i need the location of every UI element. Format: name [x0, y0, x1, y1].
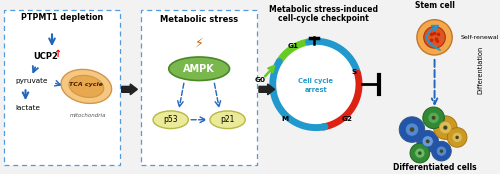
Text: UCP2: UCP2 — [34, 53, 58, 61]
Text: AMPK: AMPK — [184, 64, 215, 74]
Circle shape — [399, 117, 424, 142]
Text: Differentiated cells: Differentiated cells — [392, 163, 476, 172]
Circle shape — [434, 116, 457, 139]
Bar — [4, 10, 119, 165]
Circle shape — [430, 38, 434, 42]
Text: ↑: ↑ — [53, 49, 61, 59]
Circle shape — [432, 116, 436, 120]
Text: pyruvate: pyruvate — [16, 78, 48, 84]
Text: G2: G2 — [342, 116, 352, 122]
Ellipse shape — [69, 75, 104, 97]
Text: G0: G0 — [255, 77, 266, 83]
Text: Differentiation: Differentiation — [478, 46, 484, 94]
Text: Metabolic stress-induced: Metabolic stress-induced — [269, 5, 378, 14]
Circle shape — [448, 128, 467, 147]
Text: arrest: arrest — [304, 87, 327, 93]
Circle shape — [410, 127, 414, 132]
Ellipse shape — [61, 69, 112, 103]
Circle shape — [410, 143, 430, 163]
Ellipse shape — [153, 111, 188, 129]
Circle shape — [422, 136, 434, 147]
Circle shape — [414, 148, 425, 158]
Circle shape — [417, 130, 438, 152]
Circle shape — [417, 20, 452, 55]
Circle shape — [440, 149, 443, 153]
Text: p21: p21 — [220, 115, 235, 124]
Circle shape — [424, 27, 446, 48]
Circle shape — [430, 33, 434, 36]
Text: PTPMT1 depletion: PTPMT1 depletion — [20, 13, 103, 22]
Circle shape — [426, 139, 430, 143]
Circle shape — [439, 121, 452, 134]
Text: S: S — [351, 69, 356, 75]
Circle shape — [436, 33, 440, 36]
Text: TCA cycle: TCA cycle — [70, 82, 103, 87]
Text: Cell cycle: Cell cycle — [298, 78, 334, 85]
Circle shape — [436, 39, 440, 43]
Circle shape — [418, 151, 422, 155]
Ellipse shape — [210, 111, 245, 129]
Circle shape — [406, 123, 418, 136]
Text: Metabolic stress: Metabolic stress — [160, 15, 238, 24]
Bar — [142, 10, 257, 165]
Circle shape — [435, 38, 438, 41]
Circle shape — [456, 136, 459, 139]
Text: ⚡: ⚡ — [195, 37, 203, 50]
Text: cell-cycle checkpoint: cell-cycle checkpoint — [278, 14, 369, 23]
Text: lactate: lactate — [16, 105, 40, 111]
Text: mitochondria: mitochondria — [70, 113, 106, 118]
Circle shape — [433, 32, 436, 35]
Circle shape — [423, 107, 444, 129]
Circle shape — [432, 141, 451, 161]
Text: Self-renewal: Self-renewal — [460, 35, 499, 40]
Text: p53: p53 — [164, 115, 178, 124]
Circle shape — [443, 125, 448, 130]
Text: G1: G1 — [288, 44, 299, 49]
Circle shape — [272, 40, 360, 129]
Circle shape — [436, 146, 446, 156]
Text: M: M — [281, 116, 288, 122]
Circle shape — [452, 132, 462, 143]
Circle shape — [428, 112, 439, 123]
FancyArrow shape — [122, 84, 138, 95]
Text: Stem cell: Stem cell — [414, 1, 455, 10]
Ellipse shape — [168, 57, 230, 81]
FancyArrow shape — [259, 84, 274, 95]
